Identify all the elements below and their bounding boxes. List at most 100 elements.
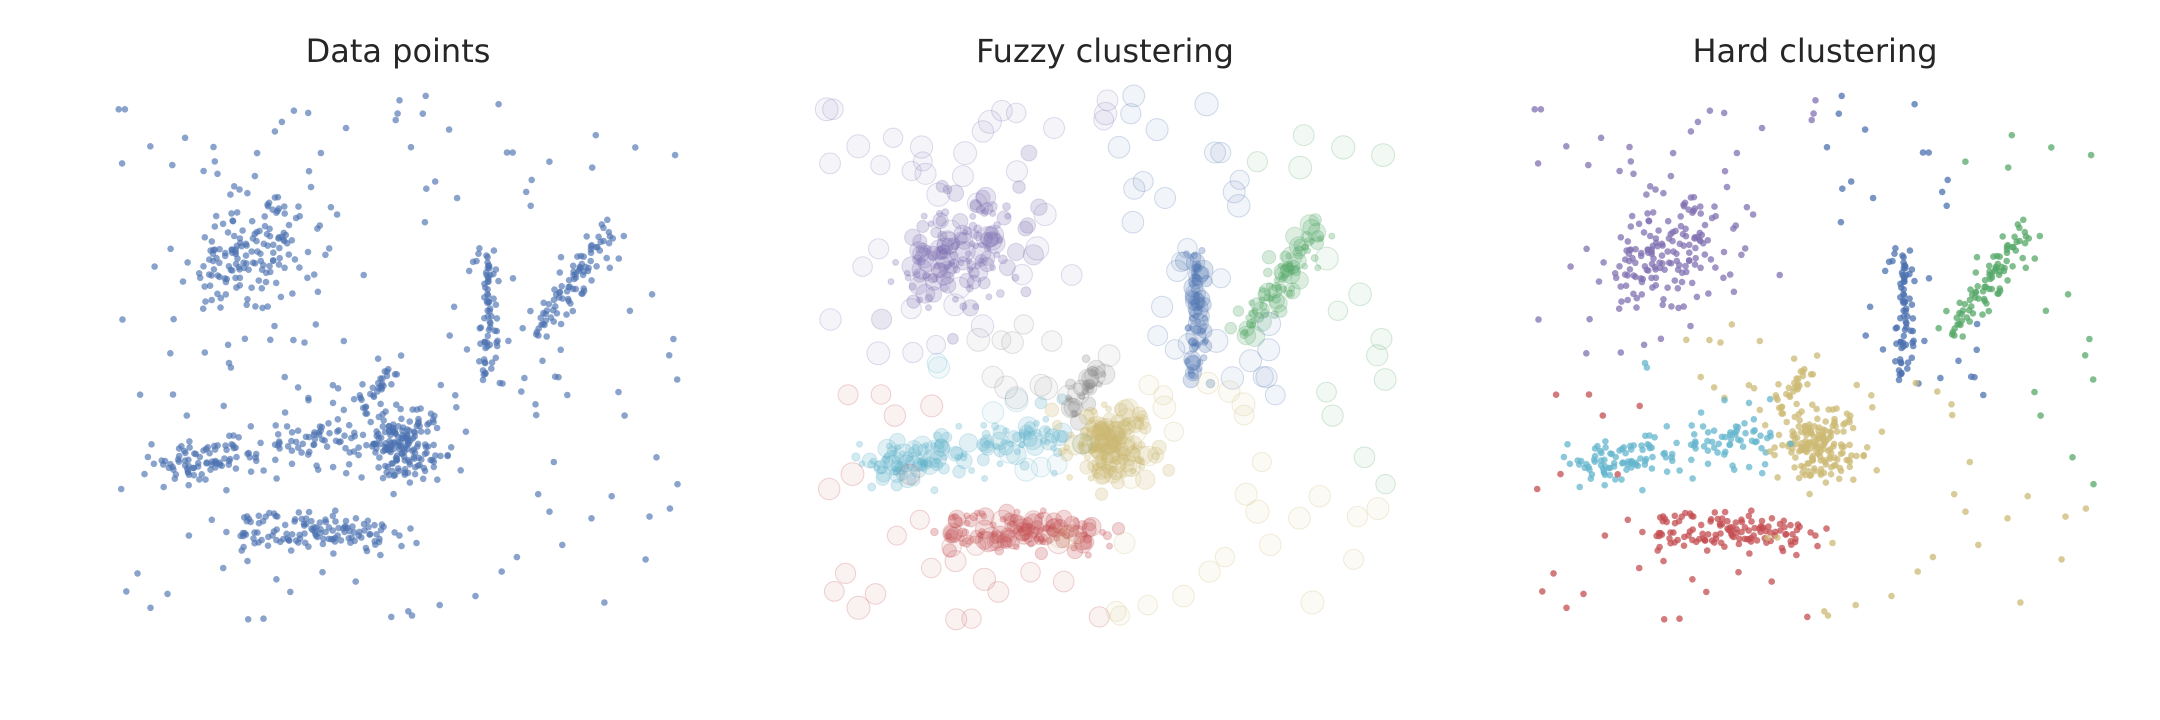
plain-point [184,468,192,475]
fuzzy-point [993,444,1007,458]
fuzzy-point [1190,269,1198,277]
hard-point [1583,245,1590,253]
fuzzy-point [1109,455,1127,473]
fuzzy-point [1074,530,1082,538]
plain-point [588,515,595,522]
fuzzy-point [1042,524,1051,533]
fuzzy-point [980,441,995,456]
plain-point [239,529,247,537]
hard-point [1643,191,1650,198]
fuzzy-point [954,453,962,461]
fuzzy-point [1039,432,1058,451]
fuzzy-point [1118,428,1126,436]
fuzzy-point [912,151,933,172]
plain-point [552,303,559,310]
fuzzy-point [1004,514,1025,534]
fuzzy-point [1022,430,1032,440]
plain-point [275,261,283,268]
fuzzy-point [912,443,920,451]
plain-point [117,485,125,493]
hard-point [1599,412,1607,419]
hard-point [1590,456,1598,463]
hard-point [1708,214,1716,222]
plain-point [115,106,122,113]
hard-point [1745,381,1753,389]
plain-point [295,203,302,210]
hard-point [1745,527,1752,534]
plain-point [551,286,558,293]
hard-point [1725,526,1732,534]
hard-point [1888,592,1895,600]
plain-point [495,100,502,108]
fuzzy-point [1261,250,1277,265]
fuzzy-point [1192,325,1202,335]
fuzzy-point [937,462,950,475]
fuzzy-point [1205,378,1216,389]
fuzzy-point [973,224,982,234]
plain-point [174,456,182,463]
hard-point [1996,253,2003,260]
hard-point [2008,131,2016,139]
fuzzy-point [917,443,929,456]
fuzzy-point [1060,448,1074,462]
plain-point [285,221,293,229]
fuzzy-point [1187,337,1199,348]
hard-point [1808,116,1815,124]
plain-point [285,251,293,258]
hard-point [1580,590,1587,598]
fuzzy-point [932,212,949,229]
plain-point [411,455,418,463]
fuzzy-point [1050,469,1058,477]
hard-point [2021,228,2029,236]
plain-point [427,410,435,418]
fuzzy-point [1234,482,1258,506]
fuzzy-point [946,526,962,543]
hard-point [1981,276,1989,284]
hard-point [1721,396,1728,404]
fuzzy-point [1013,518,1032,537]
fuzzy-point [1086,415,1108,437]
plain-point [233,453,240,461]
plain-point [383,372,391,380]
hard-point [2011,233,2018,241]
plain-point [224,229,232,236]
fuzzy-point [1308,485,1331,508]
plain-point [372,449,379,456]
fuzzy-point [1137,441,1146,449]
hard-point [1791,464,1798,471]
plain-point [380,417,388,424]
fuzzy-point [901,256,922,277]
fuzzy-point [1012,543,1020,551]
hard-point [2062,513,2069,520]
plain-point [588,277,595,284]
hard-point [1622,256,1629,263]
hard-point [1742,429,1749,437]
fuzzy-point [1080,440,1088,448]
hard-point [1903,320,1910,327]
fuzzy-point [1043,426,1051,434]
fuzzy-point [976,507,995,526]
plain-point [202,298,209,305]
plain-point [242,252,250,259]
hard-point [1660,557,1667,565]
plain-point [212,212,220,220]
hard-point [1972,288,1980,296]
plain-point [491,327,499,335]
fuzzy-point [947,445,964,462]
hard-point [1645,217,1652,224]
fuzzy-point [905,440,923,458]
fuzzy-point [846,595,871,620]
plain-point [262,513,270,520]
fuzzy-point [1069,413,1088,431]
plain-point [225,457,233,465]
fuzzy-point [969,199,983,213]
plain-point [237,239,244,247]
fuzzy-point [910,461,927,479]
fuzzy-point [1111,444,1120,454]
hard-point [1727,429,1734,436]
hard-point [1701,251,1709,258]
fuzzy-point [1163,421,1185,442]
fuzzy-point [1258,282,1278,302]
hard-point [1720,248,1728,256]
fuzzy-point [1183,277,1204,298]
